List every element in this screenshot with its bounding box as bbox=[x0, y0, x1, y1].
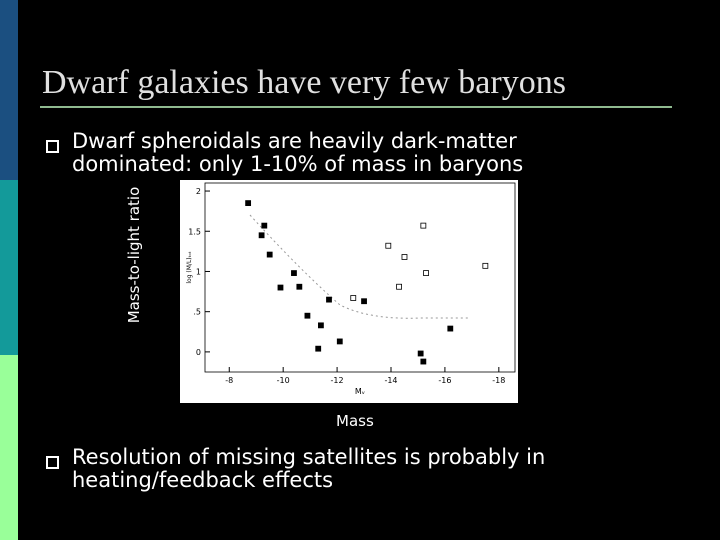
x-tick-label: -18 bbox=[492, 376, 505, 385]
point bbox=[318, 322, 324, 329]
point bbox=[296, 283, 303, 290]
accent-bar bbox=[0, 355, 18, 540]
point bbox=[385, 242, 392, 249]
y-tick-label: 0 bbox=[196, 348, 201, 357]
point bbox=[261, 222, 268, 229]
figure-background bbox=[180, 180, 518, 403]
point bbox=[336, 338, 343, 345]
point bbox=[350, 295, 357, 301]
x-tick-label: -10 bbox=[277, 376, 290, 385]
bullet: Dwarf spheroidals are heavily dark-matte… bbox=[72, 129, 524, 176]
accent-bar bbox=[0, 180, 18, 355]
point bbox=[304, 312, 311, 319]
point bbox=[423, 270, 429, 276]
axes-frame bbox=[204, 182, 516, 373]
point bbox=[361, 298, 367, 305]
x-tick-label: -16 bbox=[438, 376, 451, 385]
x-axis-label: Mᵥ bbox=[355, 387, 365, 396]
point bbox=[417, 350, 424, 357]
point bbox=[315, 345, 322, 352]
bullet: Resolution of missing satellites is prob… bbox=[72, 445, 546, 492]
point bbox=[401, 254, 408, 260]
point bbox=[266, 251, 273, 258]
point bbox=[482, 262, 489, 269]
x-tick-label: -14 bbox=[384, 376, 397, 385]
bullet-icon bbox=[46, 140, 59, 153]
title: Dwarf galaxies have very few baryons bbox=[42, 64, 566, 101]
point bbox=[326, 296, 332, 303]
title-rule bbox=[40, 106, 672, 108]
x-tick-label: -12 bbox=[331, 376, 344, 385]
accent-bar bbox=[0, 0, 18, 180]
point bbox=[420, 358, 427, 365]
point bbox=[447, 325, 454, 332]
x-tick-label: -8 bbox=[225, 376, 233, 385]
y-tick-label: 1 bbox=[196, 267, 201, 276]
y-tick-label: .5 bbox=[193, 308, 201, 317]
trend-curve bbox=[249, 214, 470, 319]
point bbox=[291, 270, 297, 276]
point bbox=[420, 222, 427, 229]
point bbox=[396, 283, 402, 290]
point bbox=[277, 284, 284, 291]
point bbox=[245, 200, 252, 207]
y-tick-label: 1.5 bbox=[188, 227, 201, 236]
bullet-icon bbox=[46, 456, 59, 469]
x-side-label: Mass bbox=[336, 412, 374, 430]
y-axis-label: log (M/L)ₜₒₜ bbox=[186, 251, 193, 284]
y-tick-label: 2 bbox=[196, 187, 201, 196]
point bbox=[258, 232, 265, 239]
